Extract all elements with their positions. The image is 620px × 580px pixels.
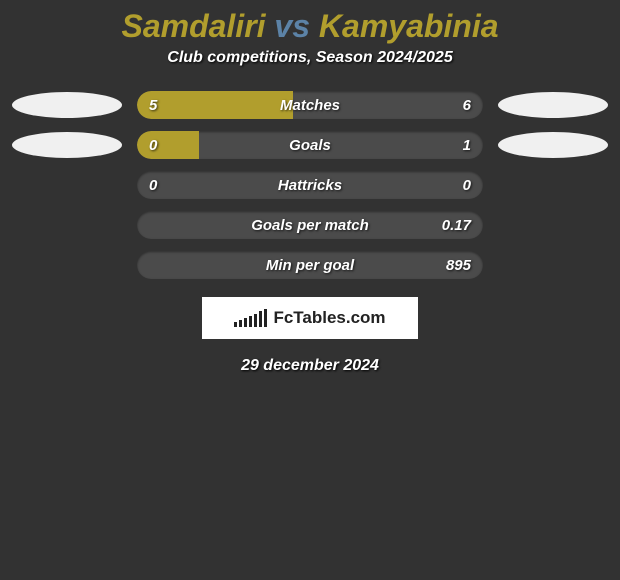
- subtitle: Club competitions, Season 2024/2025: [0, 49, 620, 67]
- bar-chart-icon: [234, 309, 267, 327]
- stat-bar: 0Goals1: [137, 131, 483, 159]
- player2-name: Kamyabinia: [319, 8, 499, 44]
- left-head-slot: [7, 132, 127, 158]
- fctables-logo[interactable]: FcTables.com: [202, 297, 418, 339]
- left-head-slot: [7, 92, 127, 118]
- right-value: 6: [463, 91, 471, 119]
- player2-head-icon: [498, 92, 608, 118]
- stat-label: Goals per match: [137, 211, 483, 239]
- stat-bar: 5Matches6: [137, 91, 483, 119]
- right-head-slot: [493, 132, 613, 158]
- player1-head-icon: [12, 92, 122, 118]
- logo-text: FcTables.com: [273, 308, 385, 328]
- stat-row: Min per goal895: [0, 251, 620, 279]
- stat-row: 0Hattricks0: [0, 171, 620, 199]
- player1-head-icon: [12, 132, 122, 158]
- comparison-rows: 5Matches60Goals10Hattricks0Goals per mat…: [0, 91, 620, 279]
- right-value: 1: [463, 131, 471, 159]
- stat-bar: Min per goal895: [137, 251, 483, 279]
- player1-name: Samdaliri: [121, 8, 265, 44]
- stat-label: Goals: [137, 131, 483, 159]
- stat-label: Hattricks: [137, 171, 483, 199]
- stat-row: 5Matches6: [0, 91, 620, 119]
- stat-row: 0Goals1: [0, 131, 620, 159]
- stat-row: Goals per match0.17: [0, 211, 620, 239]
- date-text: 29 december 2024: [0, 357, 620, 375]
- right-value: 0.17: [442, 211, 471, 239]
- vs-separator: vs: [274, 8, 310, 44]
- page-title: Samdaliri vs Kamyabinia: [0, 0, 620, 49]
- player2-head-icon: [498, 132, 608, 158]
- right-value: 895: [446, 251, 471, 279]
- right-head-slot: [493, 92, 613, 118]
- stat-bar: Goals per match0.17: [137, 211, 483, 239]
- stat-bar: 0Hattricks0: [137, 171, 483, 199]
- stat-label: Matches: [137, 91, 483, 119]
- stat-label: Min per goal: [137, 251, 483, 279]
- right-value: 0: [463, 171, 471, 199]
